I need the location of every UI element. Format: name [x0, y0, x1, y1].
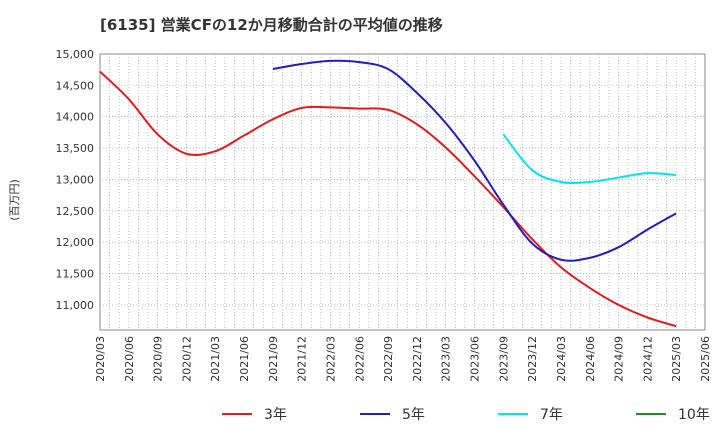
x-tick-label: 2024/03 — [555, 336, 568, 382]
chart-title: [6135] 営業CFの12か月移動合計の平均値の推移 — [100, 16, 443, 34]
y-tick-label: 14,000 — [56, 111, 95, 124]
legend-label: 3年 — [264, 407, 287, 423]
legend: 3年 5年 7年 10年 — [222, 407, 710, 423]
x-tick-label: 2024/06 — [584, 336, 597, 382]
y-axis-label: (百万円) — [8, 179, 21, 221]
x-tick-label: 2024/09 — [613, 336, 626, 382]
x-tick-label: 2025/06 — [699, 336, 712, 382]
x-tick-label: 2023/12 — [526, 336, 539, 382]
x-tick-label: 2022/06 — [353, 336, 366, 382]
plot-area — [99, 53, 706, 331]
series-lines — [99, 59, 677, 328]
x-tick-label: 2023/09 — [497, 336, 510, 382]
y-tick-label: 12,000 — [56, 236, 95, 249]
x-tick-label: 2022/12 — [411, 336, 424, 382]
y-tick-label: 11,000 — [56, 299, 95, 312]
x-tick-label: 2020/09 — [152, 336, 165, 382]
grid-lines — [100, 53, 705, 330]
legend-label: 7年 — [540, 407, 563, 423]
y-tick-label: 13,000 — [56, 173, 95, 186]
series-line-1 — [99, 70, 677, 328]
x-tick-label: 2021/06 — [238, 336, 251, 382]
x-tick-label: 2020/03 — [94, 336, 107, 382]
x-tick-label: 2023/03 — [440, 336, 453, 382]
x-tick-label: 2021/09 — [267, 336, 280, 382]
y-tick-label: 15,000 — [56, 48, 95, 61]
y-axis: 11,000 11,500 12,000 12,500 13,000 13,500 14,0… — [56, 48, 95, 312]
x-axis: 2020/03 2020/06 2020/09 2020/12 2021/03 2021/… — [94, 336, 712, 382]
series-line-3 — [502, 133, 677, 185]
x-tick-label: 2020/06 — [123, 336, 136, 382]
series-line-2 — [272, 59, 677, 262]
x-tick-label: 2021/03 — [209, 336, 222, 382]
x-tick-label: 2024/12 — [641, 336, 654, 382]
x-tick-label: 2020/12 — [180, 336, 193, 382]
legend-label: 10年 — [678, 407, 710, 423]
y-tick-label: 12,500 — [56, 205, 95, 218]
legend-label: 5年 — [402, 407, 425, 423]
y-tick-label: 11,500 — [56, 268, 95, 281]
y-tick-label: 13,500 — [56, 142, 95, 155]
x-tick-label: 2025/03 — [670, 336, 683, 382]
x-tick-label: 2021/12 — [296, 336, 309, 382]
y-tick-label: 14,500 — [56, 79, 95, 92]
x-tick-label: 2022/09 — [382, 336, 395, 382]
x-tick-label: 2022/03 — [324, 336, 337, 382]
x-tick-label: 2023/06 — [469, 336, 482, 382]
